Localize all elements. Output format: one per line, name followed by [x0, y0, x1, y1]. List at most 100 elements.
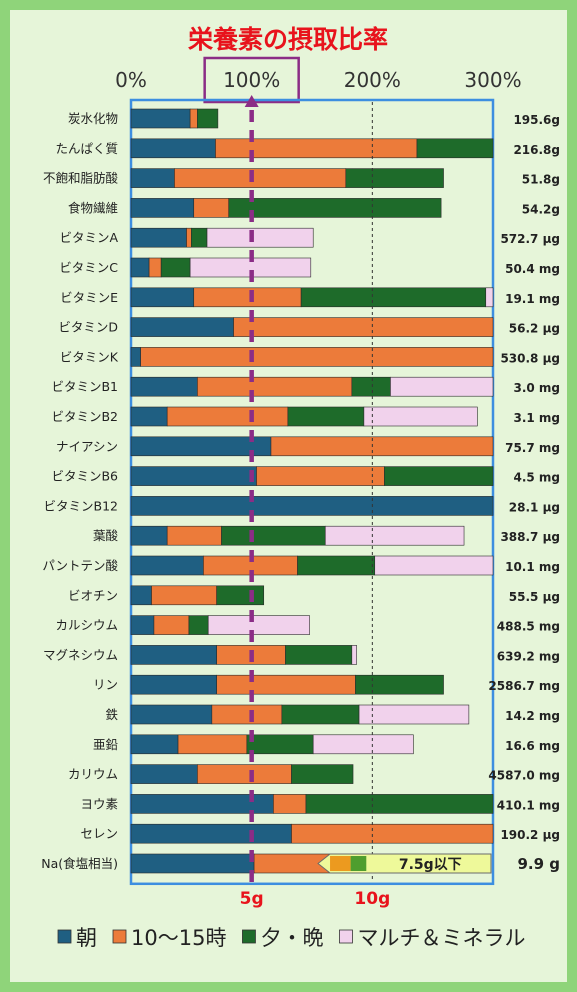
target-arrow: [244, 95, 259, 107]
amount-label: 488.5 mg: [497, 620, 560, 634]
bar-segment: [130, 734, 179, 755]
bar-segment: [191, 227, 208, 248]
bar-segment: [291, 823, 494, 844]
bar-segment: [193, 287, 302, 308]
bar-segment: [273, 794, 307, 814]
amount-label: 2586.7 mg: [488, 679, 560, 693]
category-label: カリウム: [68, 767, 118, 782]
category-label: ビタミンB1: [51, 379, 118, 394]
bar-segment: [140, 347, 494, 367]
category-label: ビタミンC: [59, 260, 118, 275]
bar-segment: [193, 198, 230, 218]
category-label: ビタミンA: [59, 230, 118, 245]
bar-segment: [285, 645, 353, 665]
bar-segment: [281, 704, 360, 725]
amount-label: 195.6g: [513, 113, 560, 127]
na-callout-green: [350, 856, 367, 871]
bar-segment: [153, 615, 190, 635]
bar-segment: [256, 466, 385, 486]
bar-segment: [130, 406, 168, 427]
bar-segment: [148, 257, 162, 278]
bar-segment: [485, 287, 494, 308]
category-label: マグネシウム: [43, 647, 118, 662]
amount-label: 9.9 g: [517, 855, 560, 873]
bar-segment: [390, 376, 494, 397]
bar-segment: [221, 525, 326, 546]
bar-segment: [270, 436, 494, 457]
na-tick-label: 10g: [354, 889, 390, 909]
amount-label: 28.1 μg: [509, 500, 560, 514]
bar-segment: [130, 287, 195, 308]
legend: 朝 10～15時 夕・晩 マルチ＆ミネラル: [57, 926, 525, 950]
bar-segment: [130, 138, 216, 159]
amount-label: 572.7 μg: [500, 232, 560, 246]
category-label: 葉酸: [93, 528, 119, 543]
amount-label: 56.2 μg: [509, 322, 560, 336]
amount-label: 10.1 mg: [505, 560, 560, 574]
bar-segment: [151, 585, 217, 606]
bar-segment: [228, 198, 442, 218]
legend-label: マルチ＆ミネラル: [357, 926, 525, 950]
x-tick-label: 200%: [344, 68, 401, 92]
category-label: たんぱく質: [55, 141, 118, 156]
bar-segment: [130, 496, 494, 516]
x-tick-label: 0%: [115, 68, 147, 92]
category-label: 不飽和脂肪酸: [43, 171, 119, 186]
bar-segment: [358, 704, 470, 725]
amount-label: 50.4 mg: [505, 262, 560, 276]
bar-segment: [351, 645, 357, 665]
bar-segment: [297, 555, 376, 576]
amount-label: 14.2 mg: [505, 709, 560, 723]
category-label: 鉄: [105, 707, 118, 722]
bar-segment: [363, 406, 478, 427]
bar-segment: [197, 376, 353, 397]
na-tick-label: 5g: [240, 889, 264, 909]
bar-segment: [216, 585, 265, 606]
category-label: カルシウム: [55, 618, 118, 633]
legend-swatch: [57, 929, 72, 944]
bar-segment: [130, 823, 292, 844]
bar-segment: [130, 853, 255, 874]
bar-segment: [130, 674, 217, 695]
x-tick-label: 100%: [223, 68, 280, 92]
x-tick-label: 300%: [464, 68, 521, 92]
bar-segment: [130, 108, 191, 129]
na-callout-orange: [330, 856, 351, 871]
amount-label: 410.1 mg: [497, 798, 560, 812]
bar-segment: [216, 674, 356, 695]
category-label: Na(食塩相当): [41, 856, 118, 871]
amount-label: 75.7 mg: [505, 441, 560, 455]
bar-segment: [166, 406, 289, 427]
bar-segment: [215, 138, 418, 159]
bar-segment: [130, 257, 150, 278]
bar-segment: [291, 764, 354, 784]
bar-segment: [160, 257, 191, 278]
legend-swatch: [112, 929, 127, 944]
bar-segment: [177, 734, 248, 755]
bar-segment: [130, 645, 217, 665]
amount-label: 19.1 mg: [505, 292, 560, 306]
amount-label: 639.2 mg: [497, 649, 560, 663]
amount-label: 216.8g: [513, 143, 560, 157]
amount-label: 4587.0 mg: [488, 769, 560, 783]
category-label: ビタミンD: [58, 320, 118, 335]
amount-label: 54.2g: [522, 202, 560, 216]
chart-frame: 栄養素の摂取比率 0% 100% 200% 300% 炭水化物 195.6g たんぱく質 2…: [10, 10, 567, 982]
category-label: ビタミンB2: [51, 409, 118, 424]
bar-segment: [233, 317, 494, 337]
bar-segment: [174, 168, 347, 188]
category-label: ビタミンK: [60, 349, 119, 364]
bar-segment: [130, 704, 213, 725]
bar-segment: [211, 704, 283, 725]
bar-segment: [197, 764, 292, 784]
category-label: ナイアシン: [56, 439, 118, 454]
category-label: ビタミンB6: [51, 469, 118, 484]
category-label: 食物繊維: [68, 200, 118, 215]
bar-segment: [355, 674, 444, 695]
category-label: 炭水化物: [68, 111, 118, 126]
amount-label: 3.0 mg: [513, 381, 560, 395]
bar-segment: [312, 734, 414, 755]
bar-segment: [305, 794, 494, 814]
bar-segment: [384, 466, 494, 486]
bar-segment: [206, 227, 314, 248]
